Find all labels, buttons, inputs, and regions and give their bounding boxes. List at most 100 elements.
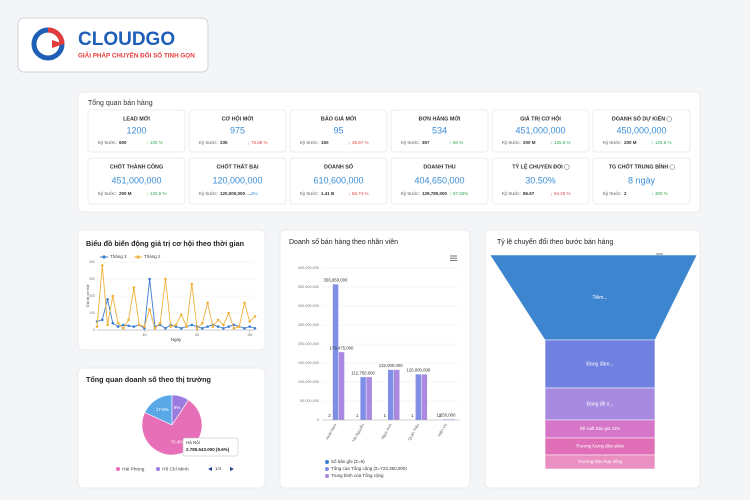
prev-value: 129,780,000 [422, 191, 448, 196]
data-point [216, 325, 220, 328]
prev-label: Kỳ trước: [502, 140, 521, 145]
change-value: 67.93% [453, 191, 468, 196]
data-point [148, 308, 151, 311]
kpi-label: GIÁ TRỊ CƠ HỘI [520, 114, 561, 122]
data-label: 2 [328, 413, 331, 418]
pager-prev [208, 467, 212, 471]
kpi-label: DOANH SỐ DỰ KIẾN [612, 115, 665, 122]
chart-title: Tổng quan doanh số theo thị trường [86, 375, 211, 384]
data-point [116, 321, 120, 325]
data-point [122, 327, 125, 330]
data-point [179, 327, 183, 330]
kpi-value: 610,600,000 [313, 175, 363, 185]
legend-swatch [156, 467, 160, 471]
y-tick-label: 50,000,000 [300, 399, 319, 403]
kpi-value: 450,000,000 [616, 125, 666, 135]
data-label: 1,650,000 [436, 413, 456, 418]
kpi-card [289, 157, 388, 205]
bar [449, 419, 455, 420]
kpi-value: 451,000,000 [515, 125, 565, 135]
change-value: 125.5 % [655, 140, 672, 145]
slice-label: 70.4% [171, 439, 184, 444]
data-point [106, 298, 109, 301]
trend-arrow: ↓ [550, 191, 553, 197]
kpi-card [491, 109, 590, 153]
legend-swatch [325, 474, 329, 478]
stage-label: Tiềm... [592, 295, 607, 301]
trend-arrow: ↑ [146, 191, 149, 197]
legend-swatch [325, 467, 329, 471]
kpi-card [87, 157, 186, 205]
prev-value: 200 M [119, 191, 132, 196]
kpi-label: CHỐT THÀNH CÔNG [110, 162, 163, 170]
change-value: 125.5 % [554, 140, 571, 145]
bar [360, 377, 366, 420]
change-value: 0% [251, 191, 258, 196]
data-point [169, 325, 173, 328]
kpi-value: 534 [432, 125, 447, 135]
legend-swatch [116, 467, 120, 471]
data-point [253, 327, 257, 330]
data-point [127, 324, 130, 328]
data-point [143, 325, 146, 328]
data-point [100, 264, 104, 267]
bar [394, 369, 400, 420]
chart-title: Biểu đồ biến động giá trị cơ hội theo th… [86, 239, 244, 248]
prev-label: Kỳ trước: [199, 140, 218, 145]
prev-label: Kỳ trước: [401, 140, 420, 145]
change-value: 75.88 % [251, 140, 268, 145]
x-tick-label: Hiền Vũ [437, 423, 448, 438]
x-tick-label: 20 [195, 332, 200, 337]
tagline: GIẢI PHÁP CHUYỂN ĐỔI SỐ TINH GỌN [78, 50, 195, 60]
kpi-value: 30.50% [525, 175, 556, 185]
data-point [227, 311, 230, 315]
data-point [127, 318, 130, 322]
y-tick-label: 400,000,000 [298, 266, 319, 270]
info-icon [564, 164, 570, 170]
kpi-label: DOANH SỐ [324, 163, 353, 170]
trend-arrow: ↑ [550, 140, 553, 146]
prev-value: 120,000,000 [220, 191, 246, 196]
kpi-value: 95 [333, 125, 343, 135]
tooltip [182, 437, 239, 457]
chart-title: Doanh số bán hàng theo nhân viên [289, 237, 398, 246]
data-point [100, 318, 104, 322]
legend-label: Số bản ghi (Σ=6) [331, 459, 365, 464]
slice-label: 9% [174, 405, 181, 410]
data-point [201, 321, 204, 325]
prev-label: Kỳ trước: [98, 140, 117, 145]
kpi-value: 120,000,000 [212, 175, 262, 185]
data-point [195, 327, 199, 330]
stage-label: Thương thảo hợp đồng [578, 459, 623, 464]
stage-label: Thương lượng đàm phán [576, 444, 625, 449]
kpi-card [592, 109, 691, 153]
kpi-label: BÁO GIÁ MỚI [321, 114, 357, 122]
kpi-card [188, 109, 287, 153]
data-point [243, 327, 246, 330]
kpi-value: 1200 [126, 125, 146, 135]
change-value: 50 % [453, 140, 463, 145]
data-label: 1 [439, 413, 442, 418]
prev-value: 235 [220, 140, 228, 145]
y-tick-label: 200 [89, 294, 95, 298]
tooltip-detail: 2.785.543.000 (9.6%) [186, 447, 230, 452]
data-label: 132,000,000 [379, 363, 404, 368]
data-point [137, 323, 141, 327]
bar [421, 374, 428, 420]
tooltip-name: Hà Nội [186, 440, 200, 445]
data-point [122, 323, 125, 327]
y-tick-label: 200,000,000 [298, 342, 319, 346]
prev-value: 1.41 B [321, 191, 335, 196]
data-point [95, 325, 99, 328]
data-point [132, 286, 136, 289]
legend-label: Hải Phòng [122, 466, 145, 472]
prev-value: 200 M [523, 140, 536, 145]
trend-arrow: ↑ [449, 140, 452, 146]
data-point [248, 325, 252, 328]
y-tick-label: 0 [317, 418, 319, 422]
data-point [116, 325, 120, 328]
prev-label: Kỳ trước: [603, 191, 622, 196]
kpi-card [289, 109, 388, 153]
data-point [211, 325, 215, 328]
